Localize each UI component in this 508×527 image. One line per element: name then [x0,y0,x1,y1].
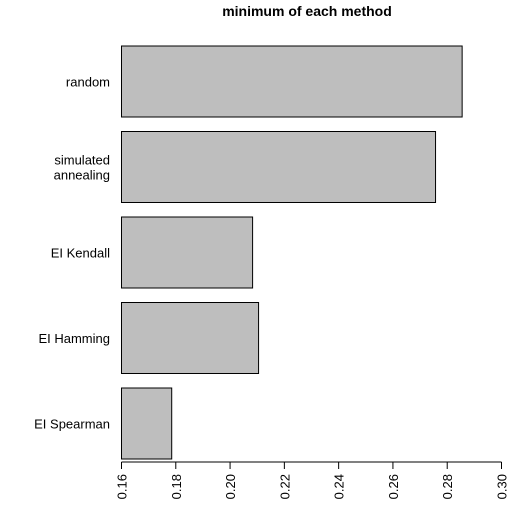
category-label-4: EI Spearman [34,417,110,432]
bar-3 [122,303,259,374]
x-tick-label-4: 0.24 [332,474,347,499]
x-tick-label-6: 0.28 [440,474,455,499]
category-label-3: EI Hamming [38,331,110,346]
x-tick-label-5: 0.26 [386,474,401,499]
bars-group [122,46,463,459]
bar-0 [122,46,463,117]
bar-2 [122,217,253,288]
bar-4 [122,388,172,459]
x-tick-label-2: 0.20 [223,474,238,499]
x-tick-label-1: 0.18 [169,474,184,499]
bar-1 [122,132,436,203]
x-axis: 0.16 0.18 0.20 0.22 0.24 0.26 0.28 0.30 [115,462,508,499]
category-label-1-0: simulated [54,153,110,168]
category-label-0: random [66,75,110,90]
category-label-1-1: annealing [54,168,110,183]
category-label-2: EI Kendall [51,246,110,261]
x-tick-label-0: 0.16 [115,474,130,499]
x-tick-label-3: 0.22 [277,474,292,499]
x-tick-label-7: 0.30 [495,474,508,499]
chart-title: minimum of each method [222,3,392,19]
